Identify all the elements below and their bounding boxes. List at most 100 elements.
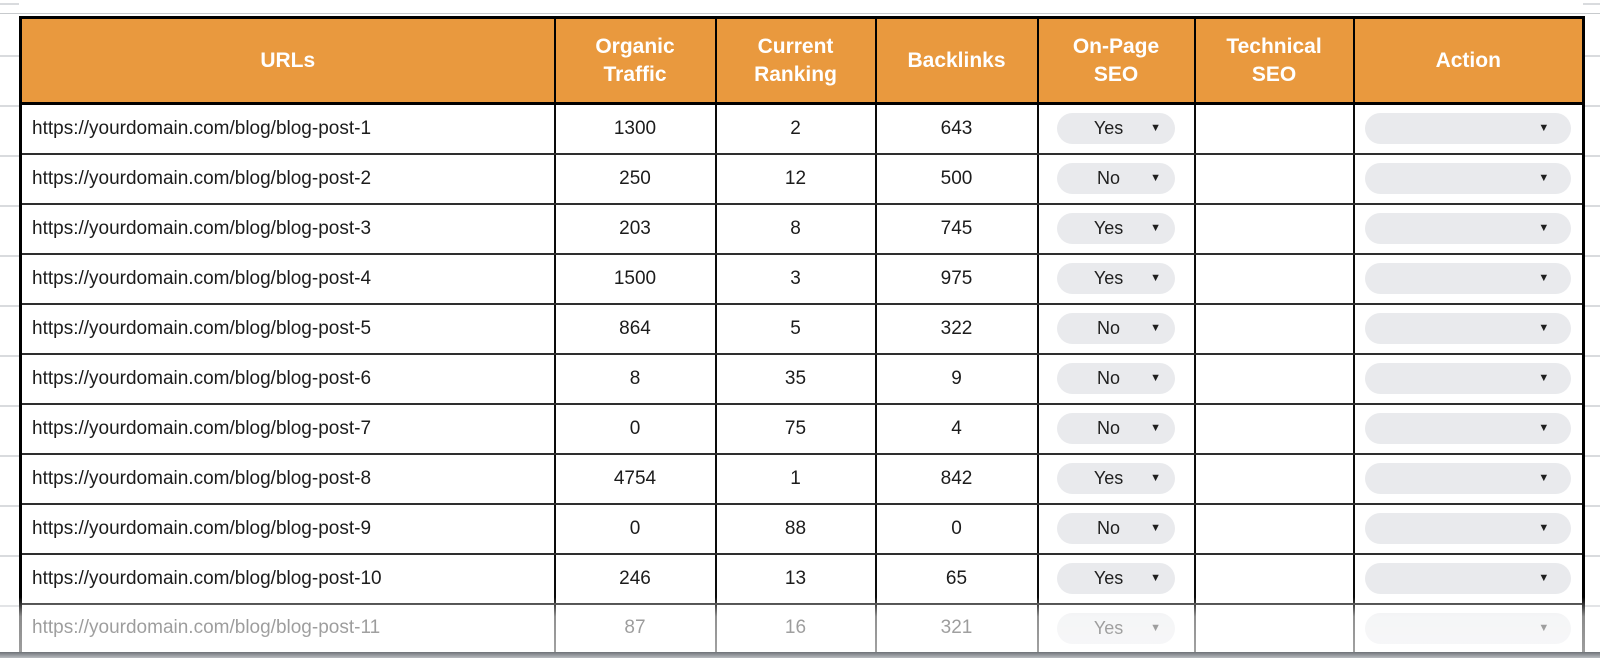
organic-traffic-cell[interactable]: 0 — [553, 402, 717, 455]
action-dropdown[interactable]: ▼ — [1365, 363, 1572, 394]
action-dropdown[interactable]: ▼ — [1365, 463, 1572, 494]
on-page-seo-dropdown[interactable]: Yes ▼ — [1057, 612, 1175, 644]
on-page-seo-dropdown[interactable]: Yes ▼ — [1057, 563, 1175, 594]
action-cell: ▼ — [1352, 252, 1585, 305]
action-dropdown[interactable]: ▼ — [1365, 612, 1572, 644]
current-ranking-cell[interactable]: 8 — [714, 202, 877, 255]
table-row: https://yourdomain.com/blog/blog-post-9 … — [19, 502, 1585, 555]
technical-seo-cell[interactable] — [1193, 302, 1355, 355]
current-ranking-cell[interactable]: 16 — [714, 602, 877, 655]
action-dropdown[interactable]: ▼ — [1365, 513, 1572, 544]
backlinks-cell[interactable]: 842 — [874, 452, 1039, 505]
backlinks-cell[interactable]: 500 — [874, 152, 1039, 205]
on-page-seo-cell: No ▼ — [1036, 502, 1196, 555]
action-dropdown[interactable]: ▼ — [1365, 213, 1572, 244]
current-ranking-cell[interactable]: 12 — [714, 152, 877, 205]
organic-traffic-cell[interactable]: 864 — [553, 302, 717, 355]
on-page-seo-cell: Yes ▼ — [1036, 202, 1196, 255]
chevron-down-icon: ▼ — [1150, 222, 1161, 234]
on-page-seo-dropdown[interactable]: No ▼ — [1057, 413, 1175, 444]
on-page-seo-dropdown[interactable]: Yes ▼ — [1057, 113, 1175, 145]
organic-traffic-value: 250 — [619, 167, 651, 189]
current-ranking-value: 13 — [784, 567, 807, 589]
current-ranking-cell[interactable]: 88 — [714, 502, 877, 555]
current-ranking-cell[interactable]: 3 — [714, 252, 877, 305]
url-cell[interactable]: https://yourdomain.com/blog/blog-post-3 — [19, 202, 556, 255]
organic-traffic-cell[interactable]: 4754 — [553, 452, 717, 505]
technical-seo-cell[interactable] — [1193, 102, 1355, 155]
action-dropdown[interactable]: ▼ — [1365, 163, 1572, 194]
backlinks-cell[interactable]: 4 — [874, 402, 1039, 455]
technical-seo-cell[interactable] — [1193, 202, 1355, 255]
action-dropdown[interactable]: ▼ — [1365, 113, 1572, 145]
action-dropdown[interactable]: ▼ — [1365, 263, 1572, 294]
technical-seo-cell[interactable] — [1193, 452, 1355, 505]
url-cell[interactable]: https://yourdomain.com/blog/blog-post-10 — [19, 552, 556, 605]
backlinks-value: 322 — [940, 317, 973, 339]
organic-traffic-cell[interactable]: 250 — [553, 152, 717, 205]
table-header: URLs Organic Traffic Current Ranking Bac… — [19, 17, 1585, 105]
url-cell[interactable]: https://yourdomain.com/blog/blog-post-5 — [19, 302, 556, 355]
organic-traffic-cell[interactable]: 246 — [553, 552, 717, 605]
backlinks-cell[interactable]: 975 — [874, 252, 1039, 305]
action-dropdown[interactable]: ▼ — [1365, 313, 1572, 344]
organic-traffic-cell[interactable]: 87 — [553, 602, 717, 655]
backlinks-cell[interactable]: 321 — [874, 602, 1039, 655]
backlinks-cell[interactable]: 745 — [874, 202, 1039, 255]
url-cell[interactable]: https://yourdomain.com/blog/blog-post-9 — [19, 502, 556, 555]
technical-seo-cell[interactable] — [1193, 502, 1355, 555]
current-ranking-cell[interactable]: 35 — [714, 352, 877, 405]
chevron-down-icon: ▼ — [1538, 572, 1550, 584]
technical-seo-cell[interactable] — [1193, 602, 1355, 655]
url-cell[interactable]: https://yourdomain.com/blog/blog-post-2 — [19, 152, 556, 205]
technical-seo-cell[interactable] — [1193, 152, 1355, 205]
backlinks-cell[interactable]: 65 — [874, 552, 1039, 605]
url-cell[interactable]: https://yourdomain.com/blog/blog-post-6 — [19, 352, 556, 405]
chevron-down-icon: ▼ — [1538, 222, 1550, 234]
organic-traffic-cell[interactable]: 203 — [553, 202, 717, 255]
on-page-seo-dropdown[interactable]: No ▼ — [1057, 363, 1175, 394]
organic-traffic-cell[interactable]: 0 — [553, 502, 717, 555]
current-ranking-cell[interactable]: 75 — [714, 402, 877, 455]
organic-traffic-cell[interactable]: 1500 — [553, 252, 717, 305]
current-ranking-cell[interactable]: 2 — [714, 102, 877, 155]
backlinks-cell[interactable]: 9 — [874, 352, 1039, 405]
current-ranking-cell[interactable]: 1 — [714, 452, 877, 505]
on-page-seo-dropdown[interactable]: Yes ▼ — [1057, 463, 1175, 494]
on-page-seo-dropdown[interactable]: No ▼ — [1057, 313, 1175, 344]
url-text: https://yourdomain.com/blog/blog-post-8 — [32, 467, 372, 489]
backlinks-cell[interactable]: 643 — [874, 102, 1039, 155]
current-ranking-cell[interactable]: 5 — [714, 302, 877, 355]
url-text: https://yourdomain.com/blog/blog-post-4 — [32, 267, 372, 289]
backlinks-cell[interactable]: 322 — [874, 302, 1039, 355]
url-text: https://yourdomain.com/blog/blog-post-6 — [32, 367, 372, 389]
backlinks-value: 643 — [940, 117, 973, 139]
organic-traffic-cell[interactable]: 1300 — [553, 102, 717, 155]
backlinks-cell[interactable]: 0 — [874, 502, 1039, 555]
organic-traffic-cell[interactable]: 8 — [553, 352, 717, 405]
on-page-seo-dropdown[interactable]: Yes ▼ — [1057, 263, 1175, 294]
chevron-down-icon: ▼ — [1150, 172, 1161, 184]
technical-seo-cell[interactable] — [1193, 252, 1355, 305]
on-page-seo-dropdown[interactable]: No ▼ — [1057, 513, 1175, 544]
url-cell[interactable]: https://yourdomain.com/blog/blog-post-8 — [19, 452, 556, 505]
action-dropdown[interactable]: ▼ — [1365, 563, 1572, 594]
on-page-seo-cell: Yes ▼ — [1036, 102, 1196, 155]
url-cell[interactable]: https://yourdomain.com/blog/blog-post-7 — [19, 402, 556, 455]
url-cell[interactable]: https://yourdomain.com/blog/blog-post-4 — [19, 252, 556, 305]
action-dropdown[interactable]: ▼ — [1365, 413, 1572, 444]
current-ranking-cell[interactable]: 13 — [714, 552, 877, 605]
backlinks-value: 4 — [951, 417, 962, 439]
on-page-seo-dropdown[interactable]: Yes ▼ — [1057, 213, 1175, 244]
technical-seo-cell[interactable] — [1193, 552, 1355, 605]
current-ranking-value: 88 — [784, 517, 807, 539]
on-page-seo-value: No — [1097, 418, 1121, 438]
on-page-seo-value: No — [1097, 318, 1121, 338]
chevron-down-icon: ▼ — [1150, 621, 1161, 634]
technical-seo-cell[interactable] — [1193, 402, 1355, 455]
chevron-down-icon: ▼ — [1150, 572, 1161, 584]
url-cell[interactable]: https://yourdomain.com/blog/blog-post-11 — [19, 602, 556, 655]
on-page-seo-dropdown[interactable]: No ▼ — [1057, 163, 1175, 194]
technical-seo-cell[interactable] — [1193, 352, 1355, 405]
url-cell[interactable]: https://yourdomain.com/blog/blog-post-1 — [19, 102, 556, 155]
